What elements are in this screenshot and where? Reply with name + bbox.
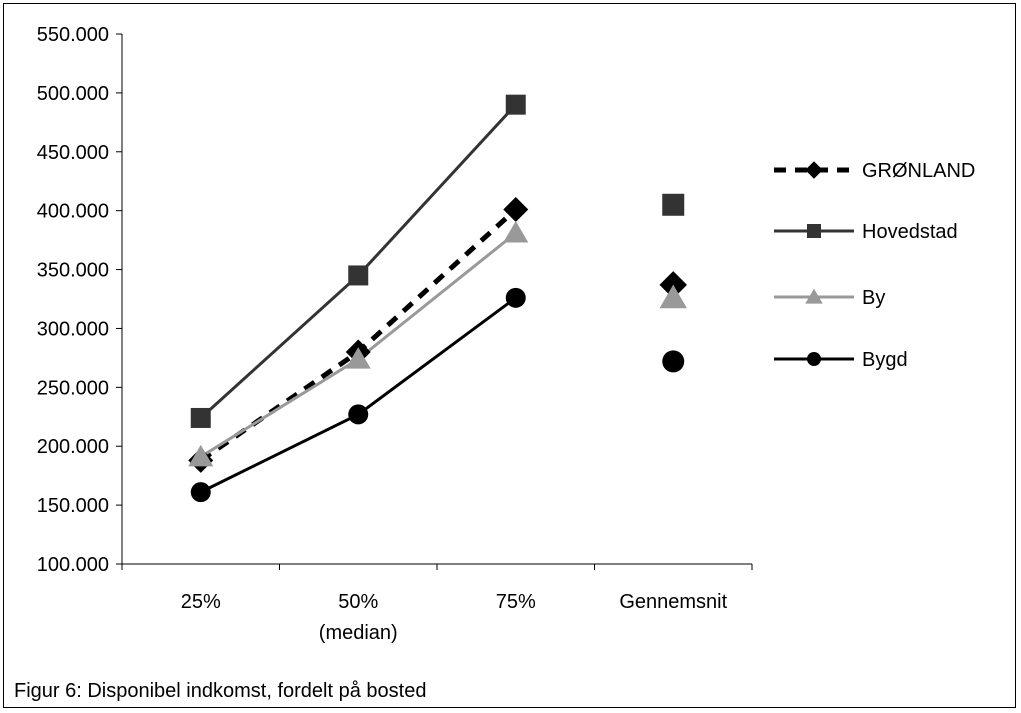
legend-label: GRØNLAND <box>862 160 975 182</box>
line-chart: 100.000 150.000 200.000 250.000 300.000 350.0… <box>37 24 976 644</box>
legend-label: Hovedstad <box>862 221 958 243</box>
data-point-bygd <box>662 350 685 373</box>
data-point-by <box>345 347 371 369</box>
chart-frame: 100.000 150.000 200.000 250.000 300.000 350.0… <box>3 3 1016 708</box>
data-point-bygd <box>348 404 369 425</box>
y-tick-label: 300.000 <box>37 318 109 340</box>
data-point-grønland <box>503 196 529 222</box>
x-tick-label: 25% <box>181 591 221 613</box>
legend-marker-bygd <box>807 352 821 366</box>
figure-caption: Figur 6: Disponibel indkomst, fordelt på… <box>14 680 427 702</box>
legend-label: Bygd <box>862 349 908 371</box>
data-point-bygd <box>190 482 211 503</box>
data-point-hovedstad <box>662 193 685 216</box>
x-tick-label: (median) <box>319 622 398 644</box>
y-tick-label: 350.000 <box>37 260 109 282</box>
y-tick-label: 550.000 <box>37 24 109 46</box>
y-tick-label: 500.000 <box>37 83 109 105</box>
legend-label: By <box>862 287 885 309</box>
y-tick-label: 100.000 <box>37 554 109 576</box>
x-tick-label: 50% <box>338 591 378 613</box>
series-line-bygd <box>200 296 517 494</box>
legend-marker-hovedstad <box>807 224 821 238</box>
legend-marker-grønland <box>805 161 823 179</box>
x-tick-label: 75% <box>496 591 536 613</box>
data-point-bygd <box>505 287 526 308</box>
y-tick-label: 450.000 <box>37 142 109 164</box>
x-tick-label: Gennemsnit <box>619 591 727 613</box>
y-tick-label: 150.000 <box>37 495 109 517</box>
data-point-hovedstad <box>348 265 369 286</box>
data-point-by <box>188 444 214 467</box>
y-tick-label: 250.000 <box>37 377 109 399</box>
data-point-by <box>503 221 529 243</box>
data-point-hovedstad <box>505 94 526 115</box>
legend-marker-by <box>805 288 823 304</box>
series-line-hovedstad <box>199 103 517 420</box>
y-tick-label: 400.000 <box>37 201 109 223</box>
y-tick-label: 200.000 <box>37 436 109 458</box>
data-point-hovedstad <box>190 407 211 428</box>
data-point-by <box>659 284 687 309</box>
